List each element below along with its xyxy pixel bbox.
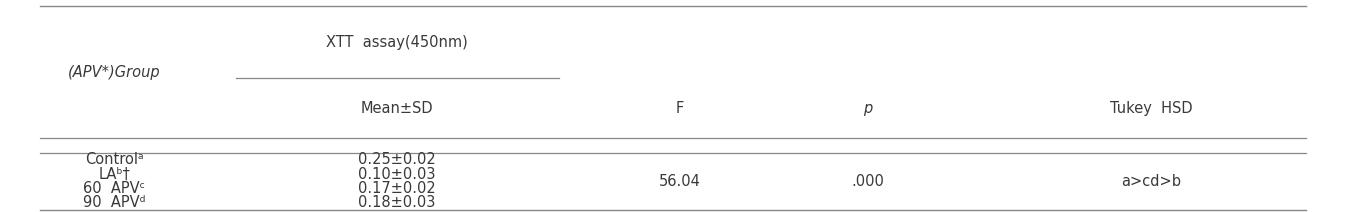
Text: 0.25±0.02: 0.25±0.02 [358,152,436,167]
Text: 56.04: 56.04 [658,174,701,189]
Text: (APV*)Group: (APV*)Group [69,65,160,80]
Text: 0.17±0.02: 0.17±0.02 [358,181,436,196]
Text: Mean±SD: Mean±SD [361,101,433,116]
Text: 60  APVᶜ: 60 APVᶜ [83,181,145,196]
Text: LAᵇ†: LAᵇ† [98,167,131,182]
Text: p: p [864,101,872,116]
Text: a>cd>b: a>cd>b [1121,174,1180,189]
Text: .000: .000 [852,174,884,189]
Text: Controlᵃ: Controlᵃ [85,152,144,167]
Text: F: F [676,101,684,116]
Text: Tukey  HSD: Tukey HSD [1109,101,1193,116]
Text: XTT  assay(450nm): XTT assay(450nm) [326,35,468,50]
Text: 0.10±0.03: 0.10±0.03 [358,167,436,182]
Text: 90  APVᵈ: 90 APVᵈ [83,195,145,210]
Text: 0.18±0.03: 0.18±0.03 [358,195,436,210]
